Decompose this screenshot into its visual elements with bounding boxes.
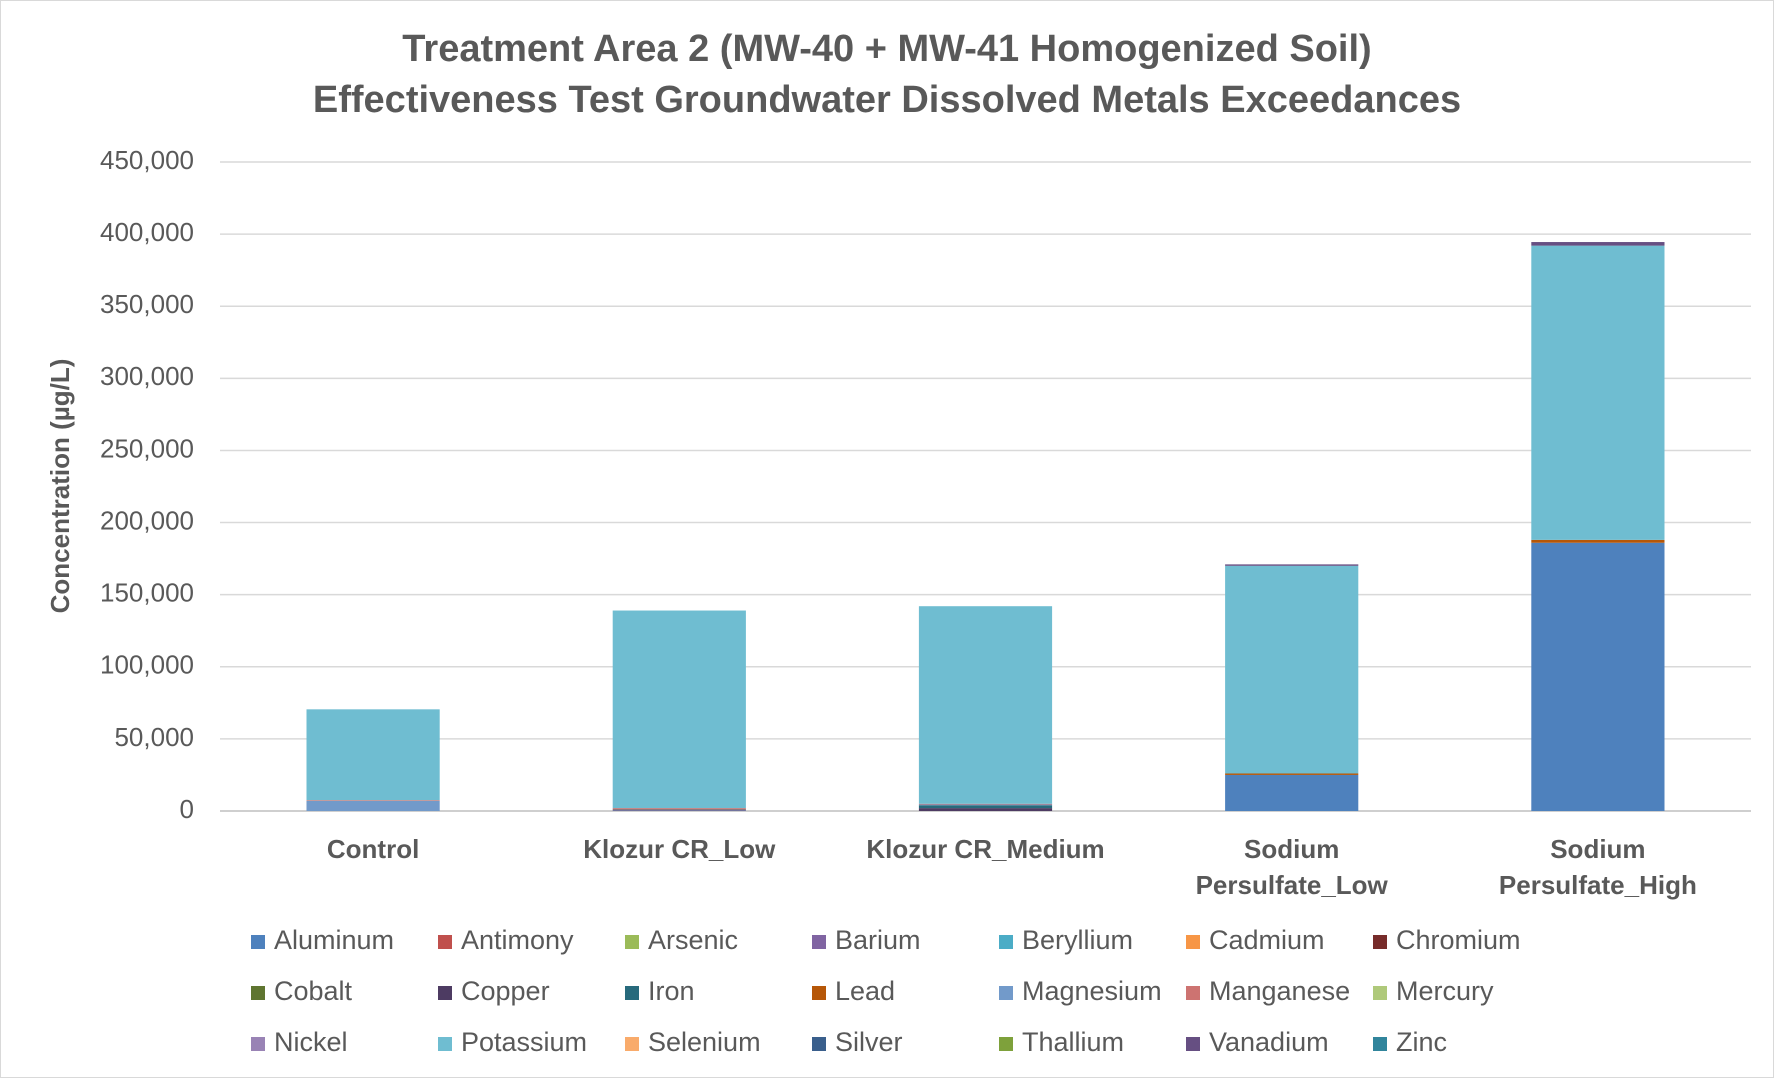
- legend-label: Selenium: [648, 1027, 761, 1057]
- legend-label: Beryllium: [1022, 925, 1133, 955]
- y-tick-label: 50,000: [114, 722, 194, 752]
- bar-segment: [1225, 564, 1359, 566]
- chart-title: Effectiveness Test Groundwater Dissolved…: [313, 79, 1461, 121]
- legend-swatch: [812, 1037, 826, 1051]
- legend-swatch: [1373, 935, 1387, 949]
- bar-segment: [306, 709, 440, 801]
- legend-swatch: [438, 935, 452, 949]
- bar-segment: [1531, 245, 1665, 540]
- legend-swatch: [999, 935, 1013, 949]
- y-tick-label: 400,000: [100, 217, 194, 247]
- x-tick-label: Klozur CR_Low: [583, 834, 776, 864]
- legend-label: Antimony: [461, 925, 574, 955]
- y-tick-label: 250,000: [100, 433, 194, 463]
- bar-segment: [1531, 242, 1665, 246]
- y-tick-label: 450,000: [100, 145, 194, 175]
- bar-segment: [918, 803, 1053, 805]
- x-tick-label: Klozur CR_Medium: [866, 834, 1105, 864]
- legend-label: Potassium: [461, 1027, 587, 1057]
- legend-swatch: [625, 1037, 639, 1051]
- y-tick-label: 350,000: [100, 289, 194, 319]
- y-tick-label: 0: [180, 794, 194, 824]
- x-tick-label: Sodium Persulfate_Low: [1195, 834, 1388, 900]
- x-tick-label: Control: [326, 834, 420, 864]
- bar-segment: [306, 800, 440, 801]
- bar-segment: [612, 610, 746, 809]
- bar-segment: [918, 805, 1053, 809]
- legend-swatch: [999, 986, 1013, 1000]
- legend-swatch: [251, 986, 265, 1000]
- legend-label: Silver: [835, 1027, 903, 1057]
- bar-segment: [918, 808, 1053, 811]
- legend-label: Aluminum: [274, 925, 394, 955]
- legend-label: Chromium: [1396, 925, 1521, 955]
- bar-segment: [306, 800, 440, 811]
- legend-swatch: [1373, 1037, 1387, 1051]
- legend-swatch: [251, 1037, 265, 1051]
- bar-segment: [612, 810, 746, 811]
- legend-label: Manganese: [1209, 976, 1350, 1006]
- y-axis-title: Concentration (µg/L): [45, 359, 75, 614]
- bar-segment: [1531, 539, 1665, 543]
- bar-segment: [918, 606, 1053, 804]
- y-tick-label: 100,000: [100, 650, 194, 680]
- legend-label: Cobalt: [274, 976, 353, 1006]
- legend-swatch: [438, 1037, 452, 1051]
- legend-label: Arsenic: [648, 925, 738, 955]
- bar-segment: [612, 809, 746, 811]
- bar-segment: [1225, 773, 1359, 775]
- bar-segment: [918, 804, 1053, 806]
- legend-label: Thallium: [1022, 1027, 1124, 1057]
- legend-swatch: [1186, 1037, 1200, 1051]
- legend-swatch: [999, 1037, 1013, 1051]
- legend-label: Barium: [835, 925, 921, 955]
- chart-title: Treatment Area 2 (MW-40 + MW-41 Homogeni…: [402, 28, 1371, 70]
- legend-swatch: [625, 935, 639, 949]
- legend-swatch: [812, 986, 826, 1000]
- bar-segment: [1531, 542, 1665, 811]
- legend-label: Mercury: [1396, 976, 1494, 1006]
- legend-label: Lead: [835, 976, 895, 1006]
- legend-label: Iron: [648, 976, 695, 1006]
- legend-label: Cadmium: [1209, 925, 1325, 955]
- legend-label: Zinc: [1396, 1027, 1447, 1057]
- y-tick-label: 150,000: [100, 578, 194, 608]
- y-tick-label: 200,000: [100, 505, 194, 535]
- legend-swatch: [251, 935, 265, 949]
- legend-label: Magnesium: [1022, 976, 1162, 1006]
- bar-segment: [1225, 565, 1359, 774]
- legend-label: Nickel: [274, 1027, 348, 1057]
- legend-swatch: [438, 986, 452, 1000]
- bar-segment: [1225, 774, 1359, 811]
- legend-swatch: [1373, 986, 1387, 1000]
- legend-swatch: [625, 986, 639, 1000]
- legend-swatch: [1186, 986, 1200, 1000]
- legend-swatch: [1186, 935, 1200, 949]
- bar-segment: [612, 808, 746, 810]
- legend-label: Copper: [461, 976, 550, 1006]
- x-tick-label: Sodium Persulfate_High: [1498, 834, 1697, 900]
- legend-swatch: [812, 935, 826, 949]
- y-tick-label: 300,000: [100, 361, 194, 391]
- legend-label: Vanadium: [1209, 1027, 1329, 1057]
